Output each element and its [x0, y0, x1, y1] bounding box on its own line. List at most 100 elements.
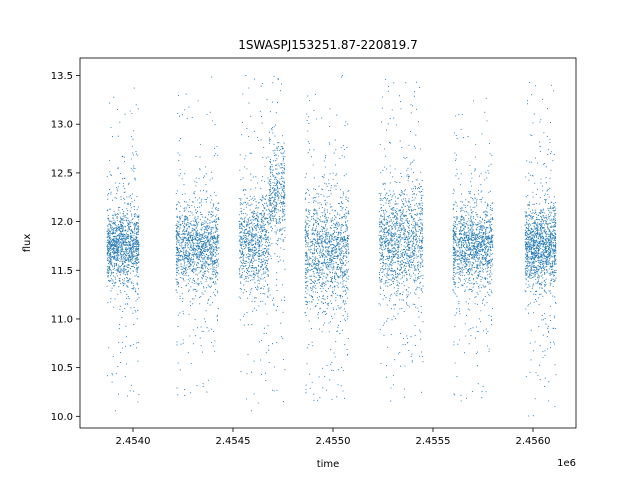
- data-point: [137, 293, 139, 295]
- data-point: [188, 313, 190, 315]
- data-point: [310, 295, 312, 297]
- data-point: [137, 233, 139, 235]
- data-point: [138, 261, 140, 263]
- data-point: [109, 280, 111, 282]
- data-point: [132, 152, 134, 154]
- data-point: [215, 276, 217, 278]
- data-point: [308, 265, 310, 267]
- data-point: [190, 221, 192, 223]
- data-point: [131, 245, 133, 247]
- data-point: [182, 342, 184, 344]
- data-point: [112, 266, 114, 268]
- data-point: [312, 227, 314, 229]
- data-point: [269, 189, 271, 191]
- data-point: [125, 244, 127, 246]
- data-point: [264, 207, 266, 209]
- data-point: [249, 255, 251, 257]
- data-point: [196, 211, 199, 213]
- data-point: [264, 276, 266, 278]
- data-point: [252, 212, 254, 214]
- data-point: [325, 232, 327, 235]
- data-point: [127, 217, 129, 219]
- data-point: [283, 296, 285, 298]
- data-point: [250, 289, 252, 291]
- data-point: [199, 169, 201, 171]
- data-point: [126, 255, 128, 257]
- data-point: [119, 242, 121, 244]
- data-point: [238, 220, 240, 222]
- data-point: [242, 256, 244, 258]
- data-point: [178, 234, 180, 236]
- data-point: [266, 222, 268, 224]
- data-point: [195, 267, 197, 269]
- data-point: [182, 246, 184, 248]
- data-point: [195, 226, 197, 228]
- data-point: [251, 300, 253, 302]
- data-point: [120, 268, 123, 270]
- data-point: [198, 177, 200, 180]
- data-point: [270, 226, 272, 229]
- data-point: [112, 281, 114, 283]
- data-point: [110, 298, 112, 300]
- data-point: [116, 193, 118, 195]
- data-point: [321, 117, 323, 119]
- data-point: [107, 375, 109, 377]
- data-point: [346, 297, 349, 299]
- data-point: [184, 267, 186, 269]
- data-point: [258, 282, 260, 285]
- data-point: [192, 343, 194, 345]
- data-point: [111, 264, 113, 266]
- data-point: [215, 225, 217, 227]
- data-point: [193, 193, 196, 195]
- data-point: [267, 288, 269, 290]
- data-point: [278, 149, 280, 152]
- data-point: [215, 241, 217, 243]
- data-point: [115, 265, 118, 267]
- data-point: [251, 262, 253, 264]
- data-point: [134, 275, 136, 277]
- data-point: [274, 196, 276, 198]
- data-point: [116, 239, 119, 241]
- data-point: [276, 180, 278, 182]
- data-point: [259, 228, 261, 230]
- data-point: [135, 248, 137, 250]
- data-point: [119, 308, 121, 310]
- data-point: [205, 310, 207, 312]
- data-point: [258, 248, 260, 250]
- data-point: [332, 269, 334, 271]
- data-point: [343, 272, 345, 274]
- data-point: [339, 295, 342, 297]
- data-point: [210, 295, 212, 298]
- data-point: [137, 294, 139, 296]
- data-point: [121, 237, 123, 239]
- data-point: [177, 152, 179, 154]
- data-point: [214, 235, 216, 237]
- data-point: [212, 302, 214, 304]
- data-point: [276, 168, 278, 170]
- data-point: [191, 201, 193, 203]
- data-point: [217, 217, 220, 219]
- data-point: [180, 216, 182, 218]
- data-point: [283, 215, 285, 217]
- data-point: [191, 269, 193, 271]
- data-point: [132, 254, 134, 256]
- data-point: [122, 227, 124, 229]
- data-point: [214, 260, 216, 262]
- data-point: [260, 339, 263, 341]
- data-point: [246, 232, 248, 235]
- data-point: [239, 272, 241, 275]
- data-point: [242, 177, 244, 179]
- data-point: [340, 269, 342, 271]
- data-point: [335, 185, 337, 187]
- data-point: [108, 347, 110, 349]
- data-point: [328, 261, 330, 263]
- data-point: [267, 274, 269, 277]
- data-point: [121, 240, 123, 242]
- data-point: [109, 231, 112, 233]
- data-point: [283, 187, 285, 189]
- data-point: [128, 298, 130, 300]
- data-point: [254, 235, 256, 237]
- data-point: [348, 248, 350, 250]
- data-point: [129, 256, 131, 258]
